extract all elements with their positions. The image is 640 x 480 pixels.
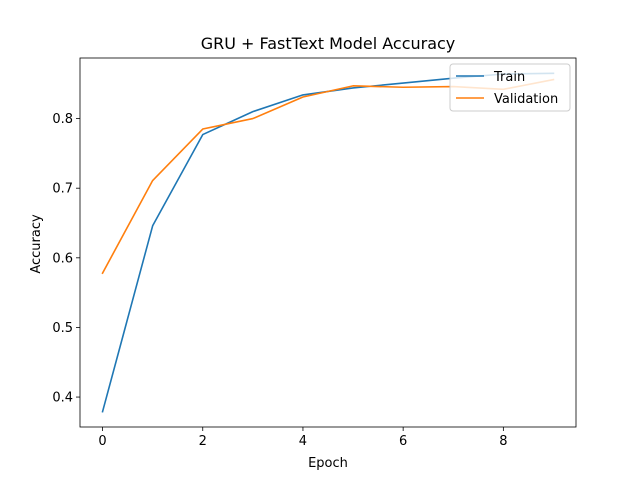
legend-label-validation: Validation: [494, 92, 558, 107]
plot-background: [80, 58, 576, 427]
y-axis-title: Accuracy: [29, 214, 44, 274]
y-tick-label: 0.4: [52, 391, 73, 406]
chart-title: GRU + FastText Model Accuracy: [201, 34, 456, 53]
plot-frame: [79, 57, 577, 428]
x-tick-label: 0: [98, 434, 106, 449]
legend-label-train: Train: [493, 70, 525, 85]
x-axis: 0 2 4 6 8: [98, 427, 507, 449]
x-tick-label: 4: [299, 434, 307, 449]
y-tick-label: 0.5: [52, 321, 73, 336]
x-tick-label: 8: [499, 434, 507, 449]
y-tick-label: 0.6: [52, 251, 73, 266]
legend: Train Validation: [449, 63, 571, 112]
y-tick-label: 0.8: [52, 112, 73, 127]
plot-area: [79, 57, 577, 428]
y-axis: 0.4 0.5 0.6 0.7 0.8: [52, 112, 80, 406]
x-axis-title: Epoch: [308, 456, 348, 471]
x-tick-label: 6: [399, 434, 407, 449]
x-tick-label: 2: [199, 434, 207, 449]
y-tick-label: 0.7: [52, 182, 73, 197]
